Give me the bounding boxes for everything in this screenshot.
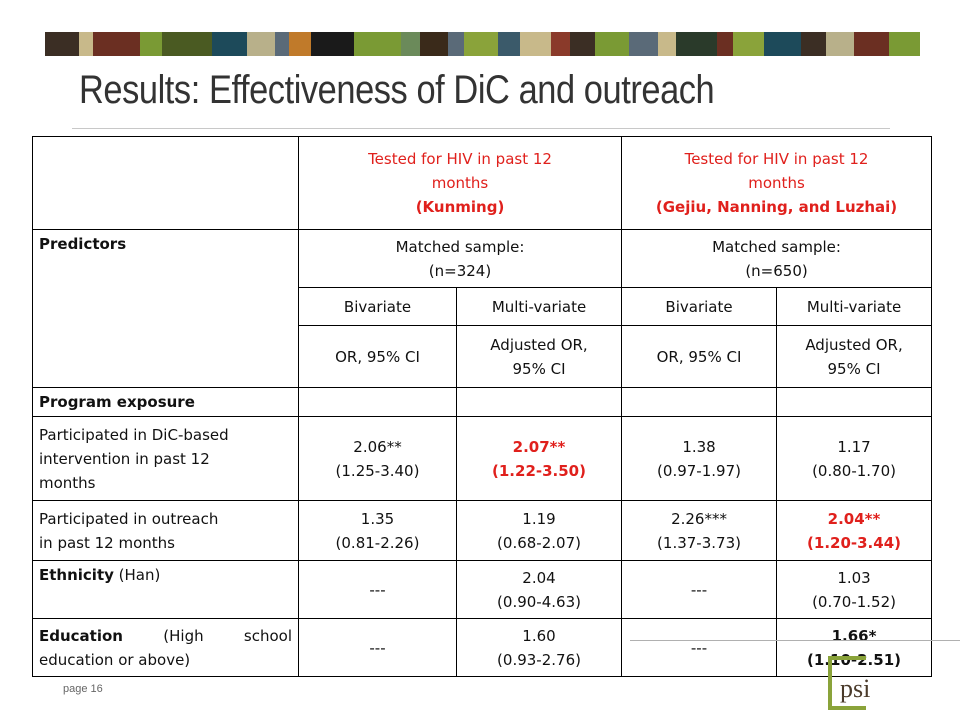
cell-value: --- [298, 560, 457, 619]
stripe-block [79, 32, 94, 56]
stripe-block [498, 32, 520, 56]
row-label-dic: Participated in DiC-based intervention i… [32, 416, 299, 501]
page-number: page 16 [63, 683, 103, 695]
table-row-education: Education (High school education or abov… [32, 618, 933, 677]
slide-title: Results: Effectiveness of DiC and outrea… [79, 68, 715, 112]
stripe-block [801, 32, 827, 56]
stripe-block [448, 32, 464, 56]
title-divider [72, 128, 890, 129]
col-bivariate-2: Bivariate [621, 287, 778, 326]
stripe-block [288, 32, 311, 56]
stripe-block [354, 32, 402, 56]
stripe-block [826, 32, 855, 56]
stripe-block [595, 32, 630, 56]
table-row-outreach: Participated in outreach in past 12 mont… [32, 500, 933, 561]
col-multivariate-2: Multi-variate [776, 287, 933, 326]
cell-value: 2.06** (1.25-3.40) [298, 416, 457, 501]
row-label-ethnicity: Ethnicity (Han) [32, 560, 299, 619]
table-row: OR, 95% CI Adjusted OR, 95% CI OR, 95% C… [33, 325, 933, 388]
table-row-ethnicity: Ethnicity (Han) --- 2.04 (0.90-4.63) --- … [32, 560, 933, 619]
stripe-block [676, 32, 717, 56]
row-label-education: Education (High school education or abov… [32, 618, 299, 677]
stripe-block [763, 32, 802, 56]
results-table: Tested for HIV in past 12 months (Kunmin… [32, 136, 933, 677]
row-label-outreach: Participated in outreach in past 12 mont… [32, 500, 299, 561]
section-row-program-exposure: Program exposure [32, 387, 933, 417]
table-row: Predictors Matched sample: (n=324) Match… [32, 229, 933, 388]
psi-logo: psi [828, 656, 874, 716]
cell-value: 1.38 (0.97-1.97) [621, 416, 778, 501]
stripe-block [629, 32, 658, 56]
table-header-row: Tested for HIV in past 12 months (Kunmin… [32, 136, 933, 230]
stripe-block [140, 32, 163, 56]
cell-value: 2.04 (0.90-4.63) [455, 560, 623, 619]
predictors-header: Predictors [32, 229, 299, 388]
table-row: Bivariate Multi-variate Bivariate Multi-… [33, 287, 933, 326]
stripe-block [732, 32, 764, 56]
stripe-block [716, 32, 733, 56]
stripe-block [246, 32, 275, 56]
section-label: Program exposure [32, 387, 299, 417]
stripe-block [657, 32, 677, 56]
cell-value-highlight: 2.07** (1.22-3.50) [455, 416, 623, 501]
footer-divider [630, 640, 960, 641]
sample-other: Matched sample: (n=650) [621, 229, 933, 288]
cell-value: 1.03 (0.70-1.52) [776, 560, 933, 619]
col-adj-or-2: Adjusted OR, 95% CI [776, 325, 933, 388]
logo-text: psi [840, 674, 871, 703]
table-row-dic: Participated in DiC-based intervention i… [32, 416, 933, 501]
stripe-block [274, 32, 289, 56]
stripe-block [854, 32, 889, 56]
decorative-color-stripe [45, 32, 920, 56]
stripe-block [463, 32, 499, 56]
stripe-block [401, 32, 420, 56]
stripe-block [520, 32, 552, 56]
logo-frame [828, 656, 866, 710]
stripe-block [888, 32, 920, 56]
stripe-block [212, 32, 247, 56]
col-multivariate-1: Multi-variate [455, 287, 623, 326]
header-empty-cell [32, 136, 299, 230]
col-bivariate-1: Bivariate [298, 287, 457, 326]
sample-kunming: Matched sample: (n=324) [297, 229, 623, 288]
stripe-block [162, 32, 213, 56]
header-kunming: Tested for HIV in past 12 months (Kunmin… [297, 136, 623, 230]
cell-value: --- [621, 560, 778, 619]
cell-value: 1.19 (0.68-2.07) [455, 500, 623, 561]
stripe-block [93, 32, 141, 56]
col-or-ci-1: OR, 95% CI [298, 325, 457, 388]
stripe-block [420, 32, 449, 56]
stripe-block [570, 32, 595, 56]
stripe-block [551, 32, 570, 56]
cell-value: --- [298, 618, 457, 677]
cell-value-highlight: 2.04** (1.20-3.44) [776, 500, 933, 561]
cell-value: 1.60 (0.93-2.76) [455, 618, 623, 677]
col-adj-or-1: Adjusted OR, 95% CI [455, 325, 623, 388]
col-or-ci-2: OR, 95% CI [621, 325, 778, 388]
cell-value: 1.17 (0.80-1.70) [776, 416, 933, 501]
cell-value: 1.35 (0.81-2.26) [298, 500, 457, 561]
stripe-block [310, 32, 355, 56]
cell-value: 2.26*** (1.37-3.73) [621, 500, 778, 561]
cell-value: --- [621, 618, 778, 677]
stripe-block [45, 32, 80, 56]
header-gejiu-nanning-luzhai: Tested for HIV in past 12 months (Gejiu,… [621, 136, 933, 230]
